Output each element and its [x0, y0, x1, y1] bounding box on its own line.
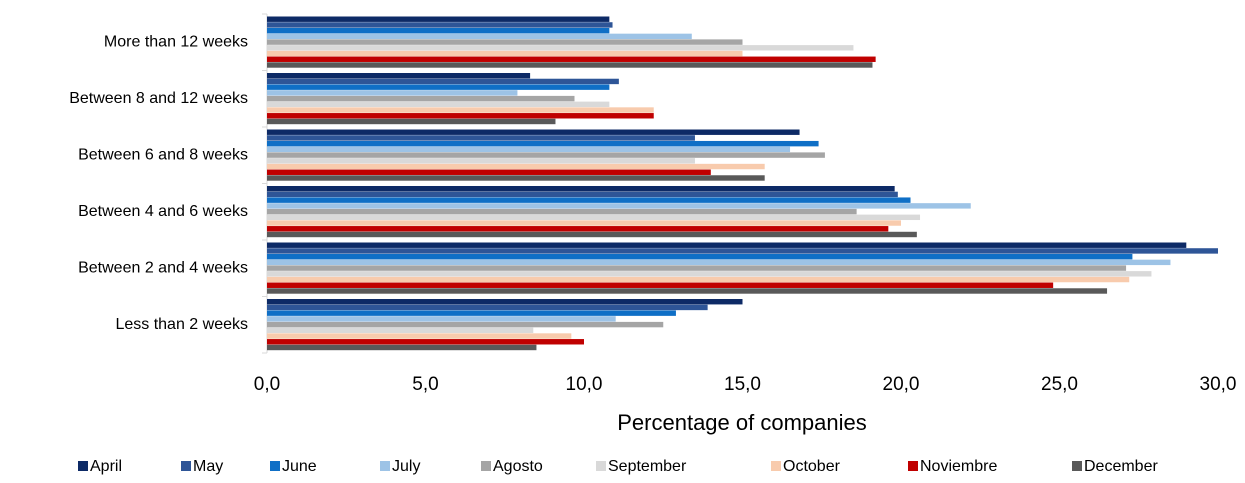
legend-swatch — [908, 461, 918, 471]
bar — [267, 50, 743, 57]
bar — [267, 129, 800, 135]
bar — [267, 78, 619, 85]
bar — [267, 84, 610, 90]
bar — [267, 62, 873, 68]
bar — [267, 333, 572, 339]
bar — [267, 140, 819, 147]
legend-label: September — [608, 458, 687, 475]
bar — [267, 186, 895, 192]
x-tick-label: 20,0 — [883, 374, 920, 395]
legend-label: December — [1084, 458, 1158, 475]
bar — [267, 197, 911, 203]
bar — [267, 118, 556, 125]
bar — [267, 288, 1108, 294]
bar — [267, 282, 1054, 288]
legend-label: Noviembre — [920, 458, 997, 475]
bar — [267, 22, 613, 28]
bar — [267, 220, 901, 226]
y-tick-label: More than 12 weeks — [104, 33, 248, 50]
bar — [267, 248, 1218, 254]
bar — [267, 265, 1127, 271]
bar — [267, 56, 876, 62]
bar — [267, 146, 791, 153]
bar — [267, 101, 610, 108]
bar — [267, 113, 654, 119]
bar — [267, 45, 854, 51]
y-tick-label: Between 6 and 8 weeks — [78, 146, 248, 163]
legend-swatch — [481, 461, 491, 471]
legend-swatch — [270, 461, 280, 471]
x-tick-label: 15,0 — [724, 374, 761, 395]
legend-label: June — [282, 458, 317, 475]
bar — [267, 271, 1152, 277]
legend-swatch — [1072, 461, 1082, 471]
bar — [267, 135, 695, 141]
x-tick-label: 30,0 — [1200, 374, 1237, 395]
bar — [267, 39, 743, 45]
bar — [267, 208, 857, 215]
legend-swatch — [596, 461, 606, 471]
legend-label: April — [90, 458, 122, 475]
bar — [267, 259, 1171, 266]
legend-label: July — [392, 458, 420, 475]
legend-label: Agosto — [493, 458, 543, 475]
bar — [267, 163, 765, 170]
bar — [267, 231, 917, 238]
bar — [267, 316, 616, 322]
bar — [267, 299, 743, 305]
bar — [267, 175, 765, 181]
bar — [267, 107, 654, 113]
bar — [267, 253, 1133, 260]
y-tick-label: Between 8 and 12 weeks — [69, 90, 248, 107]
bar — [267, 169, 711, 175]
legend-swatch — [771, 461, 781, 471]
x-tick-label: 0,0 — [254, 374, 280, 395]
x-tick-label: 25,0 — [1041, 374, 1078, 395]
legend-swatch — [380, 461, 390, 471]
legend-swatch — [78, 461, 88, 471]
bar — [267, 95, 575, 102]
bar — [267, 73, 531, 79]
bar — [267, 321, 664, 328]
bar — [267, 27, 610, 34]
x-axis-title: Percentage of companies — [617, 410, 867, 435]
y-tick-label: Between 2 and 4 weeks — [78, 259, 248, 276]
bar — [267, 327, 534, 334]
bar — [267, 158, 695, 164]
legend-label: May — [193, 458, 223, 475]
legend-swatch — [181, 461, 191, 471]
bar — [267, 203, 971, 209]
bar — [267, 339, 584, 345]
x-tick-label: 5,0 — [412, 374, 438, 395]
bar — [267, 226, 889, 232]
bar — [267, 344, 537, 351]
bar — [267, 33, 692, 40]
bar — [267, 152, 825, 158]
legend-label: October — [783, 458, 841, 475]
bar — [267, 276, 1130, 283]
bar — [267, 90, 518, 96]
bar — [267, 242, 1187, 248]
y-tick-label: Less than 2 weeks — [115, 316, 248, 333]
x-tick-label: 10,0 — [566, 374, 603, 395]
bar — [267, 310, 676, 316]
bar — [267, 214, 921, 221]
bar — [267, 304, 708, 311]
y-tick-label: Between 4 and 6 weeks — [78, 203, 248, 220]
bar — [267, 191, 898, 198]
bar — [267, 16, 610, 22]
